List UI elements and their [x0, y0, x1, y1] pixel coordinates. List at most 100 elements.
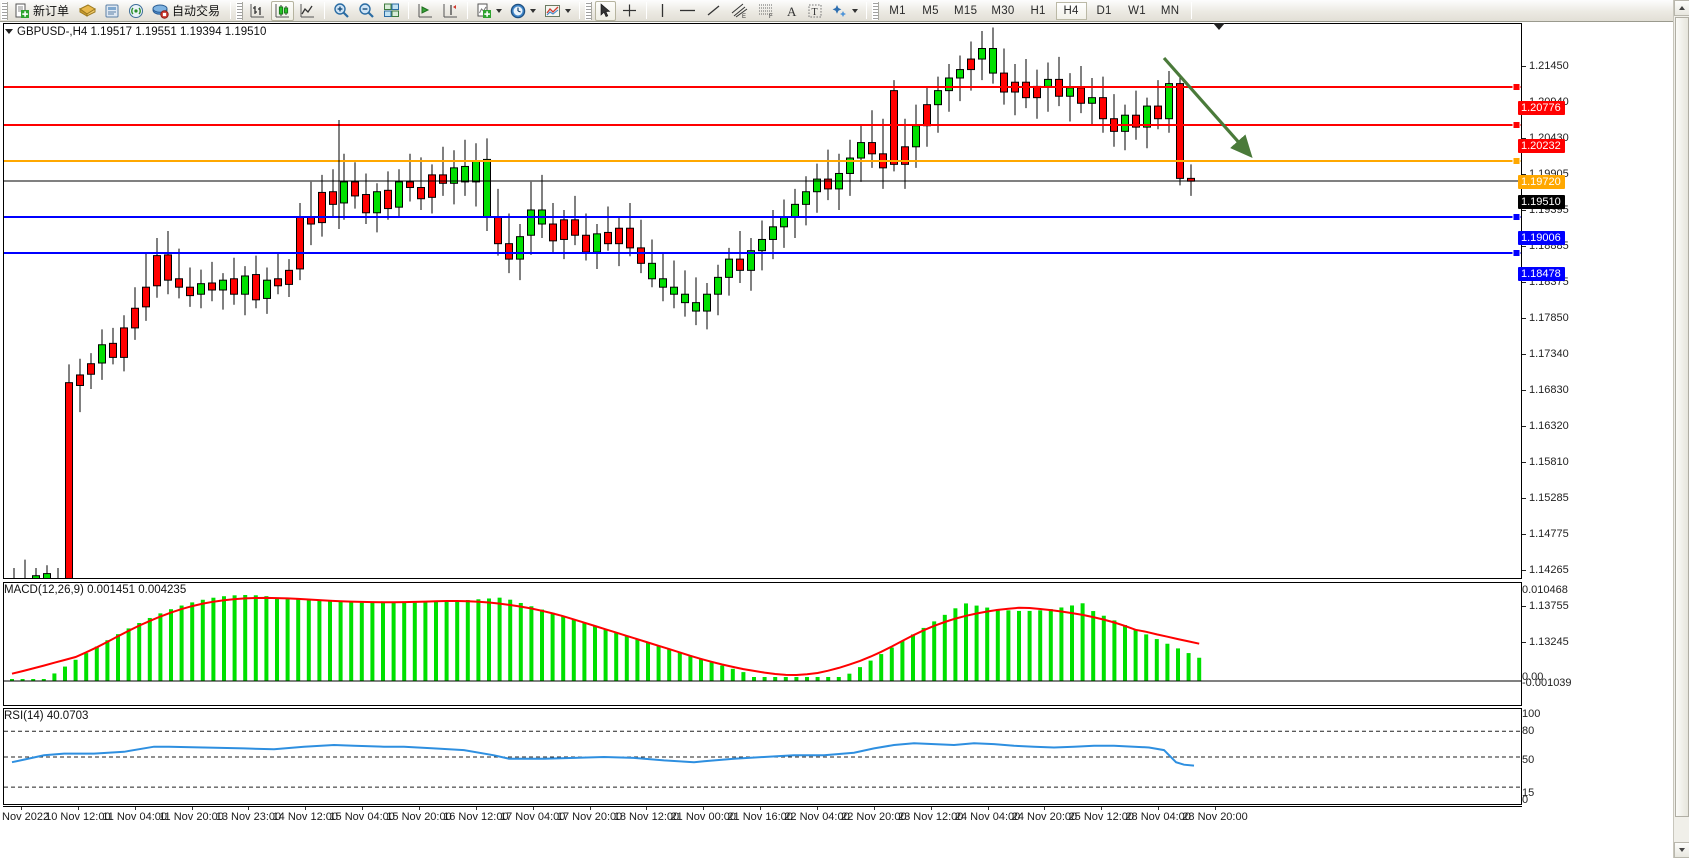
macd-pane[interactable]: [3, 582, 1522, 706]
timeframe-button-mn[interactable]: MN: [1160, 4, 1180, 17]
candle: [604, 231, 612, 245]
macd-histogram-bar: [974, 605, 979, 681]
shapes-dropdown-caret[interactable]: [852, 8, 859, 13]
timeframe-button-m30[interactable]: M30: [991, 4, 1015, 17]
price-tick: 1.14775: [1522, 528, 1569, 540]
horizontal-line-button[interactable]: [675, 1, 700, 21]
price-tag-bid[interactable]: 1.19510: [1518, 195, 1565, 209]
chart-toolbar-grip[interactable]: [236, 1, 244, 20]
new-chart-button[interactable]: [473, 1, 505, 21]
trendline-icon: [707, 5, 720, 16]
fibonacci-button[interactable]: F: [754, 1, 779, 21]
macd-histogram-bar: [900, 640, 905, 681]
templates-dropdown-caret[interactable]: [565, 8, 572, 13]
equidistant-channel-button[interactable]: E: [727, 1, 752, 21]
templates-button[interactable]: [541, 1, 574, 21]
text-button[interactable]: T: [804, 1, 826, 21]
macd-histogram-bar: [31, 679, 36, 681]
price-scale[interactable]: 1.214501.209401.204301.199051.193951.188…: [1518, 45, 1685, 648]
tile-windows-button[interactable]: [380, 1, 403, 21]
time-axis-label: 16 Nov 12:00: [443, 811, 509, 823]
macd-histogram-bar: [826, 677, 831, 681]
price-tag-support-2[interactable]: 1.18478: [1518, 267, 1565, 281]
candlestick-chart-icon: [275, 4, 290, 18]
price-tag-resistance-1[interactable]: 1.20776: [1518, 101, 1565, 115]
macd-scale[interactable]: 0.010468 0.00 -0.001039: [1522, 583, 1685, 706]
vertical-line-icon: [661, 4, 664, 17]
level-handle-support-2[interactable]: [1512, 249, 1521, 257]
level-handle-resistance-1[interactable]: [1512, 83, 1521, 91]
cursor-button[interactable]: [595, 0, 617, 21]
scrollbar-thumb[interactable]: [1675, 17, 1689, 817]
level-handle-support-1[interactable]: [1512, 213, 1521, 221]
price-tag-support-1[interactable]: 1.19006: [1518, 231, 1565, 245]
timeframe-button-h1[interactable]: H1: [1030, 4, 1046, 17]
rsi-scale[interactable]: 100 80 50 15 0: [1522, 708, 1685, 806]
timeframe-group: M1 M5 M15 M30 H1 H4 D1 W1 MN: [881, 1, 1187, 20]
timeframe-toolbar-grip[interactable]: [872, 1, 880, 20]
scroll-up-button[interactable]: [1674, 0, 1689, 16]
time-tick: [1101, 807, 1103, 810]
timeframe-button-m5[interactable]: M5: [922, 4, 939, 17]
new-order-button[interactable]: 新订单: [11, 1, 74, 21]
trendline-button[interactable]: [702, 1, 725, 21]
timeframe-button-h4[interactable]: H4: [1055, 1, 1087, 20]
data-window-button[interactable]: [414, 1, 437, 21]
time-tick: [475, 807, 477, 810]
macd-tick-label: 0.00: [1522, 671, 1544, 683]
period-dropdown-caret[interactable]: [530, 8, 537, 13]
crosshair-button[interactable]: [618, 1, 641, 21]
timeframe-button-m1[interactable]: M1: [889, 4, 906, 17]
signals-button[interactable]: [125, 1, 147, 21]
timeframe-button-m15[interactable]: M15: [954, 4, 978, 17]
candle: [824, 178, 832, 190]
toolbar-grip[interactable]: [1, 1, 8, 20]
candle: [934, 90, 942, 106]
price-pane[interactable]: [3, 23, 1522, 579]
time-axis-label: 11 Nov 20:00: [159, 811, 224, 823]
vertical-line-button[interactable]: [652, 1, 673, 21]
rsi-tick: 80: [1522, 725, 1534, 737]
period-button[interactable]: [507, 1, 539, 21]
candle: [384, 189, 392, 210]
price-tag-resistance-2[interactable]: 1.20232: [1518, 139, 1565, 153]
macd-histogram-bar: [995, 609, 1000, 681]
candle: [648, 262, 656, 280]
scroll-down-button[interactable]: [1674, 842, 1689, 858]
candle: [978, 48, 986, 60]
price-tick-label: 1.14265: [1529, 564, 1569, 576]
candlestick-chart-button[interactable]: [271, 0, 295, 21]
candle: [967, 58, 975, 71]
zoom-out-button[interactable]: [355, 1, 378, 21]
autotrading-button[interactable]: 自动交易: [149, 1, 225, 21]
toolbar-separator-2: [324, 2, 326, 19]
rsi-pane[interactable]: [3, 708, 1522, 805]
level-handle-resistance-2[interactable]: [1512, 121, 1521, 129]
new-chart-dropdown-caret[interactable]: [496, 8, 503, 13]
line-chart-icon: [300, 4, 315, 18]
shapes-button[interactable]: [828, 1, 861, 21]
timeframe-button-d1[interactable]: D1: [1096, 4, 1112, 17]
rsi-tick-label: 50: [1522, 754, 1535, 766]
crosshair-icon: [623, 4, 637, 17]
news-button[interactable]: [101, 1, 123, 21]
text-label-button[interactable]: A: [781, 1, 802, 21]
price-tick-label: 1.17850: [1529, 312, 1569, 324]
time-axis-label: 21 Nov 00:00: [670, 811, 736, 823]
macd-histogram-bar: [667, 649, 672, 681]
svg-text:F: F: [769, 14, 773, 19]
price-tag-pivot[interactable]: 1.19720: [1518, 175, 1565, 189]
chart-menu-caret-icon[interactable]: [5, 29, 13, 35]
bar-chart-button[interactable]: [246, 1, 269, 21]
timeframe-button-w1[interactable]: W1: [1128, 4, 1147, 17]
line-chart-button[interactable]: [296, 1, 319, 21]
navigator-button[interactable]: [439, 1, 462, 21]
wallet-button[interactable]: [76, 1, 99, 21]
chart-symbol-legend[interactable]: GBPUSD-,H4 1.19517 1.19551 1.19394 1.195…: [5, 26, 266, 38]
level-handle-pivot[interactable]: [1512, 157, 1521, 165]
zoom-in-button[interactable]: [330, 1, 353, 21]
drawing-toolbar-grip[interactable]: [585, 1, 593, 20]
vertical-scrollbar[interactable]: [1673, 0, 1689, 858]
candle: [571, 219, 579, 236]
